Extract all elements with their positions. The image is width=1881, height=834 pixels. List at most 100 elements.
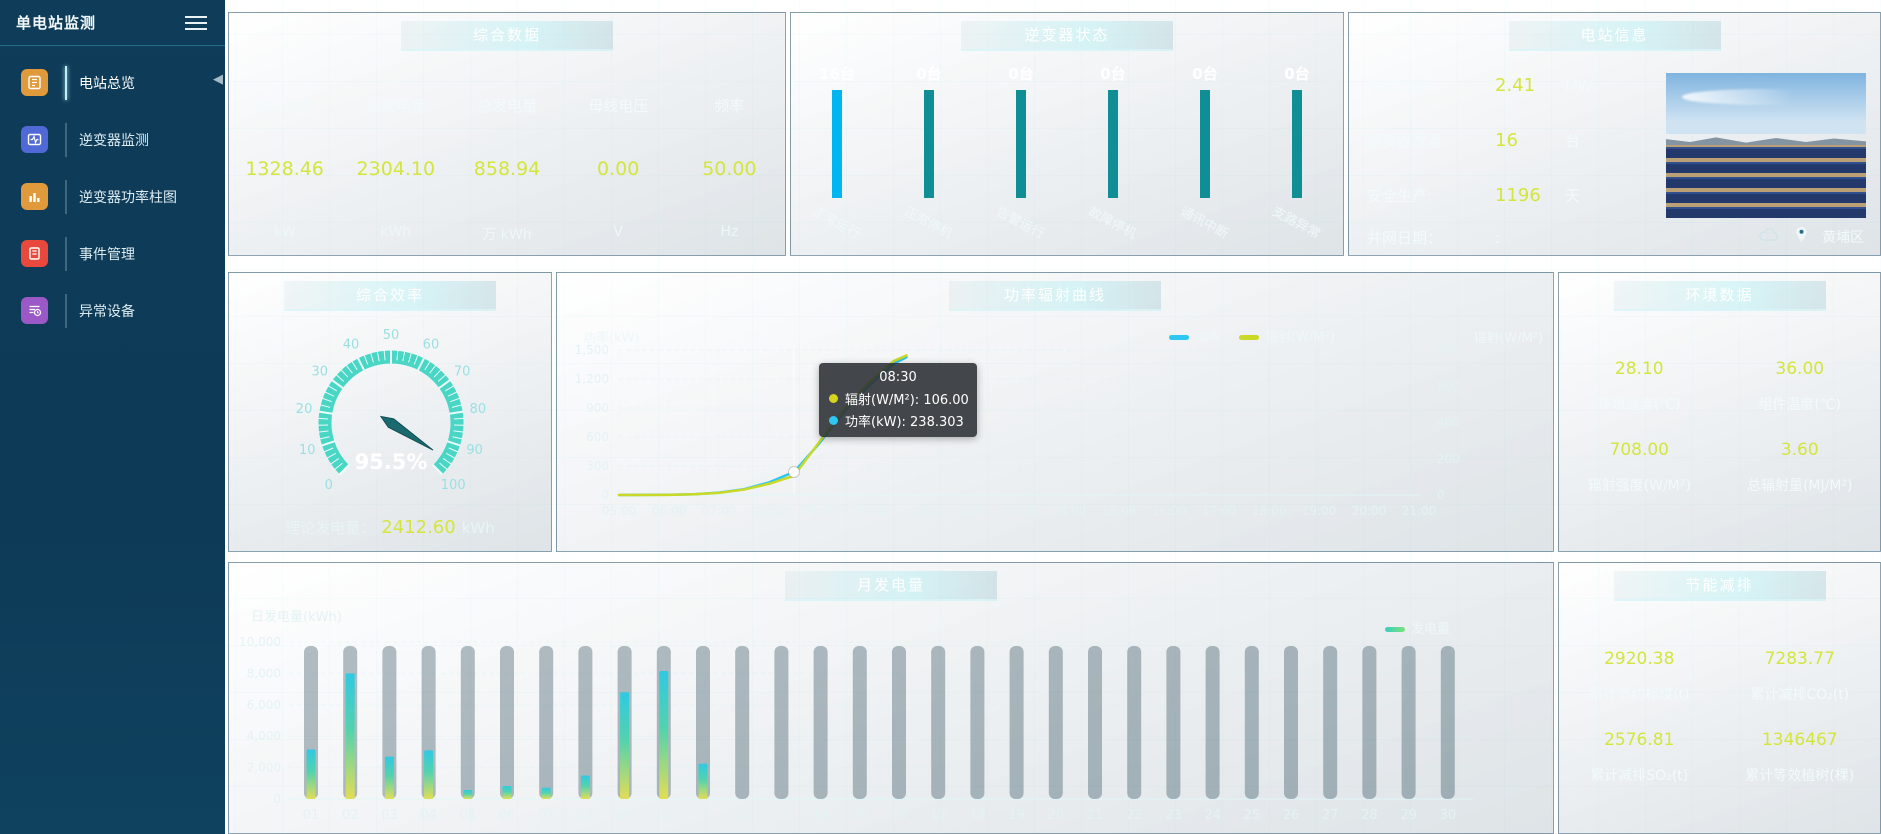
photo-solar-panels	[1666, 145, 1866, 218]
svg-text:0: 0	[273, 792, 281, 806]
bar-legend[interactable]: 发电量	[1385, 618, 1450, 637]
metric-label: 日发电量	[365, 97, 426, 115]
right-axis-label: 辐射(W/M²)	[1473, 331, 1543, 346]
metric-label: 母线电压	[588, 97, 649, 115]
grid-date-value: :	[1495, 229, 1501, 247]
summary-metric: 频率 50.00 Hz	[674, 65, 785, 244]
panel-title: 月发电量	[785, 571, 997, 601]
weather-cloud-icon: ?	[1757, 227, 1781, 247]
svg-text:11:00: 11:00	[902, 504, 937, 518]
panel-monthly-generation: 月发电量 发电量 日发电量(kWh) 0 2,000 4,000 6,000 8,000 1…	[228, 562, 1554, 834]
status-bar	[924, 90, 934, 198]
left-axis-label: 功率(kW)	[583, 331, 640, 346]
svg-text:4,000: 4,000	[247, 729, 281, 743]
svg-text:16:00: 16:00	[1152, 504, 1187, 518]
env-label: 组件温度(℃)	[1758, 397, 1842, 413]
station-row-label: 安全生产:	[1367, 187, 1433, 205]
svg-text:05:00: 05:00	[602, 504, 637, 518]
status-label: 通讯中断	[1177, 204, 1231, 243]
svg-text:14:00: 14:00	[1052, 504, 1087, 518]
station-row-value: 16	[1495, 130, 1518, 151]
status-count: 0台	[916, 65, 942, 83]
svg-text:14: 14	[812, 808, 829, 823]
env-value: 3.60	[1780, 440, 1819, 460]
bar-chart-icon	[21, 183, 48, 210]
power-radiation-chart[interactable]: 0 300 600 900 1,200 1,500 0 200 400 600 800 05:00 06…	[557, 337, 1555, 553]
svg-text:17:00: 17:00	[1202, 504, 1237, 518]
sidebar: 单电站监测 电站总览 逆变器监测 逆变器功率柱图	[0, 0, 225, 834]
theory-generation-row: 理论发电量： 2412.60 kWh	[229, 517, 551, 538]
svg-text:04: 04	[420, 808, 437, 823]
saving-value: 2576.81	[1604, 730, 1675, 750]
metric-label: 实时功率	[254, 97, 315, 115]
svg-text:25: 25	[1244, 808, 1261, 823]
sidebar-item-label: 异常设备	[79, 303, 135, 320]
sidebar-item-label: 逆变器监测	[79, 132, 149, 149]
svg-text:23: 23	[1165, 808, 1182, 823]
station-row-unit: 台	[1565, 132, 1581, 150]
svg-text:21: 21	[1087, 808, 1104, 823]
curve-legend[interactable]: 功率 辐射(W/M²)	[1169, 326, 1335, 345]
status-count: 0台	[1008, 65, 1034, 83]
theory-unit: kWh	[461, 519, 495, 537]
sidebar-item-station-overview[interactable]: 电站总览	[0, 58, 225, 107]
env-metric: 708.00 辐射强度(W/M²)	[1559, 440, 1720, 495]
panel-summary: 综合数据 实时功率 1328.46 kW 日发电量 2304.10 kWh 总发…	[228, 12, 786, 256]
environment-metrics: 28.10 环境温度(℃) 36.00 组件温度(℃) 708.00 辐射强度(…	[1559, 359, 1880, 495]
svg-text:17: 17	[930, 808, 947, 823]
metric-value: 2304.10	[356, 158, 436, 180]
grid-date-row: 并网日期：:	[1367, 227, 1500, 251]
device-list-icon	[21, 297, 48, 324]
status-label: 支路异常	[1269, 204, 1323, 243]
svg-text:29: 29	[1400, 808, 1417, 823]
svg-text:300: 300	[586, 459, 609, 473]
svg-text:20:00: 20:00	[1352, 504, 1387, 518]
svg-text:09:00: 09:00	[802, 504, 837, 518]
svg-text:07: 07	[538, 808, 555, 823]
panel-title: 综合效率	[284, 281, 496, 311]
status-label: 告警运行	[993, 204, 1047, 243]
svg-text:0: 0	[325, 478, 333, 493]
saving-label: 累计等效植树(棵)	[1745, 768, 1855, 784]
svg-text:22: 22	[1126, 808, 1143, 823]
status-count: 0台	[1100, 65, 1126, 83]
panel-station-info: 电站信息 电站容量: 2.41 MW 逆变器数量: 16 台 安全生产: 1196 天 并网…	[1348, 12, 1881, 256]
svg-text:28: 28	[1361, 808, 1378, 823]
legend-item-generation[interactable]: 发电量	[1385, 618, 1450, 637]
legend-item-power[interactable]: 功率	[1169, 326, 1221, 345]
summary-metric: 总发电量 858.94 万 kWh	[451, 65, 562, 244]
metric-value: 50.00	[702, 158, 757, 180]
svg-text:日发电量(kWh): 日发电量(kWh)	[251, 609, 342, 625]
metric-unit: Hz	[720, 224, 739, 240]
svg-text:10,000: 10,000	[239, 635, 281, 649]
inverter-status-col: 0台 支路异常	[1251, 63, 1343, 242]
status-bar	[832, 90, 842, 198]
efficiency-gauge: 0 10 20 30 40 50 60 70 80 90 100 95.5%	[296, 328, 486, 493]
sidebar-collapse-arrow[interactable]: ◀	[213, 72, 223, 87]
tooltip-radiation-row: 辐射(W/M²): 106.00	[829, 389, 969, 408]
summary-metric: 实时功率 1328.46 kW	[229, 65, 340, 244]
item-divider	[65, 236, 67, 271]
svg-text:50: 50	[383, 328, 400, 343]
legend-item-radiation[interactable]: 辐射(W/M²)	[1239, 326, 1335, 345]
svg-text:13: 13	[773, 808, 790, 823]
svg-text:40: 40	[343, 338, 360, 353]
svg-text:19:00: 19:00	[1302, 504, 1337, 518]
menu-toggle-icon[interactable]	[185, 12, 207, 34]
sidebar-item-inverter-power-bars[interactable]: 逆变器功率柱图	[0, 172, 225, 221]
svg-text:900: 900	[586, 401, 609, 415]
sidebar-item-event-management[interactable]: 事件管理	[0, 229, 225, 278]
svg-text:6,000: 6,000	[247, 698, 281, 712]
svg-text:18:00: 18:00	[1252, 504, 1287, 518]
monthly-generation-chart[interactable]: 日发电量(kWh) 0 2,000 4,000 6,000 8,000 10,000 01 02…	[229, 607, 1555, 825]
panel-title: 综合数据	[401, 21, 613, 51]
env-metric: 36.00 组件温度(℃)	[1720, 359, 1881, 414]
svg-text:100: 100	[441, 478, 466, 493]
panel-energy-saving: 节能减排 2920.38 累计节约标煤(t) 7283.77 累计减排CO₂(t…	[1558, 562, 1881, 834]
summary-metrics: 实时功率 1328.46 kW 日发电量 2304.10 kWh 总发电量 85…	[229, 65, 785, 244]
svg-text:600: 600	[586, 430, 609, 444]
env-label: 总辐射量(MJ/M²)	[1746, 478, 1853, 494]
saving-metric: 2920.38 累计节约标煤(t)	[1559, 649, 1720, 704]
sidebar-item-abnormal-devices[interactable]: 异常设备	[0, 286, 225, 335]
sidebar-item-inverter-monitor[interactable]: 逆变器监测	[0, 115, 225, 164]
